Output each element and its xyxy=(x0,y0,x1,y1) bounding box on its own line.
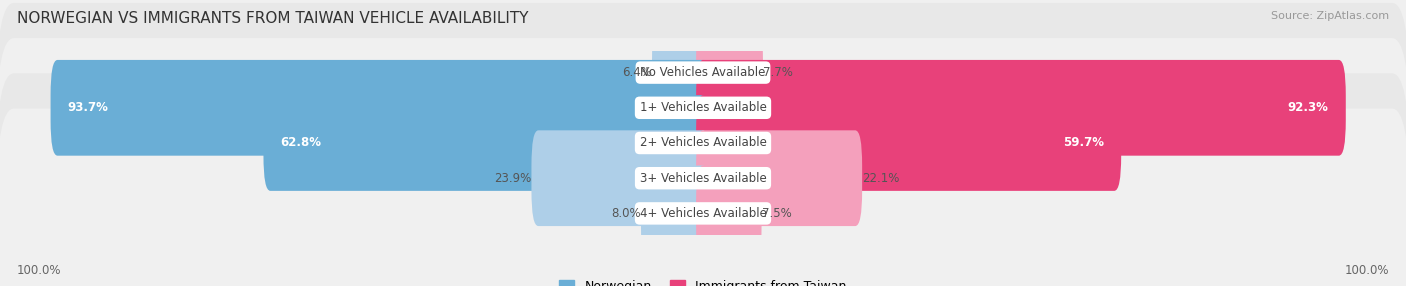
Text: 100.0%: 100.0% xyxy=(1344,265,1389,277)
Text: 62.8%: 62.8% xyxy=(281,136,322,150)
FancyBboxPatch shape xyxy=(652,25,710,120)
FancyBboxPatch shape xyxy=(531,130,710,226)
Text: 4+ Vehicles Available: 4+ Vehicles Available xyxy=(640,207,766,220)
Text: 59.7%: 59.7% xyxy=(1063,136,1104,150)
FancyBboxPatch shape xyxy=(0,73,1406,283)
Legend: Norwegian, Immigrants from Taiwan: Norwegian, Immigrants from Taiwan xyxy=(554,275,852,286)
FancyBboxPatch shape xyxy=(0,108,1406,286)
Text: 3+ Vehicles Available: 3+ Vehicles Available xyxy=(640,172,766,185)
FancyBboxPatch shape xyxy=(0,3,1406,213)
Text: 23.9%: 23.9% xyxy=(494,172,531,185)
FancyBboxPatch shape xyxy=(696,95,1121,191)
FancyBboxPatch shape xyxy=(641,166,710,261)
Text: Source: ZipAtlas.com: Source: ZipAtlas.com xyxy=(1271,11,1389,21)
Text: 92.3%: 92.3% xyxy=(1288,101,1329,114)
Text: 7.5%: 7.5% xyxy=(762,207,792,220)
FancyBboxPatch shape xyxy=(696,60,1346,156)
Text: 7.7%: 7.7% xyxy=(763,66,793,79)
FancyBboxPatch shape xyxy=(263,95,710,191)
Text: 8.0%: 8.0% xyxy=(612,207,641,220)
Text: 1+ Vehicles Available: 1+ Vehicles Available xyxy=(640,101,766,114)
FancyBboxPatch shape xyxy=(696,25,763,120)
FancyBboxPatch shape xyxy=(0,0,1406,178)
Text: NORWEGIAN VS IMMIGRANTS FROM TAIWAN VEHICLE AVAILABILITY: NORWEGIAN VS IMMIGRANTS FROM TAIWAN VEHI… xyxy=(17,11,529,26)
Text: 93.7%: 93.7% xyxy=(67,101,108,114)
Text: 2+ Vehicles Available: 2+ Vehicles Available xyxy=(640,136,766,150)
Text: 6.4%: 6.4% xyxy=(621,66,652,79)
FancyBboxPatch shape xyxy=(51,60,710,156)
Text: No Vehicles Available: No Vehicles Available xyxy=(640,66,766,79)
FancyBboxPatch shape xyxy=(0,38,1406,248)
Text: 100.0%: 100.0% xyxy=(17,265,62,277)
Text: 22.1%: 22.1% xyxy=(862,172,900,185)
FancyBboxPatch shape xyxy=(696,130,862,226)
FancyBboxPatch shape xyxy=(696,166,762,261)
